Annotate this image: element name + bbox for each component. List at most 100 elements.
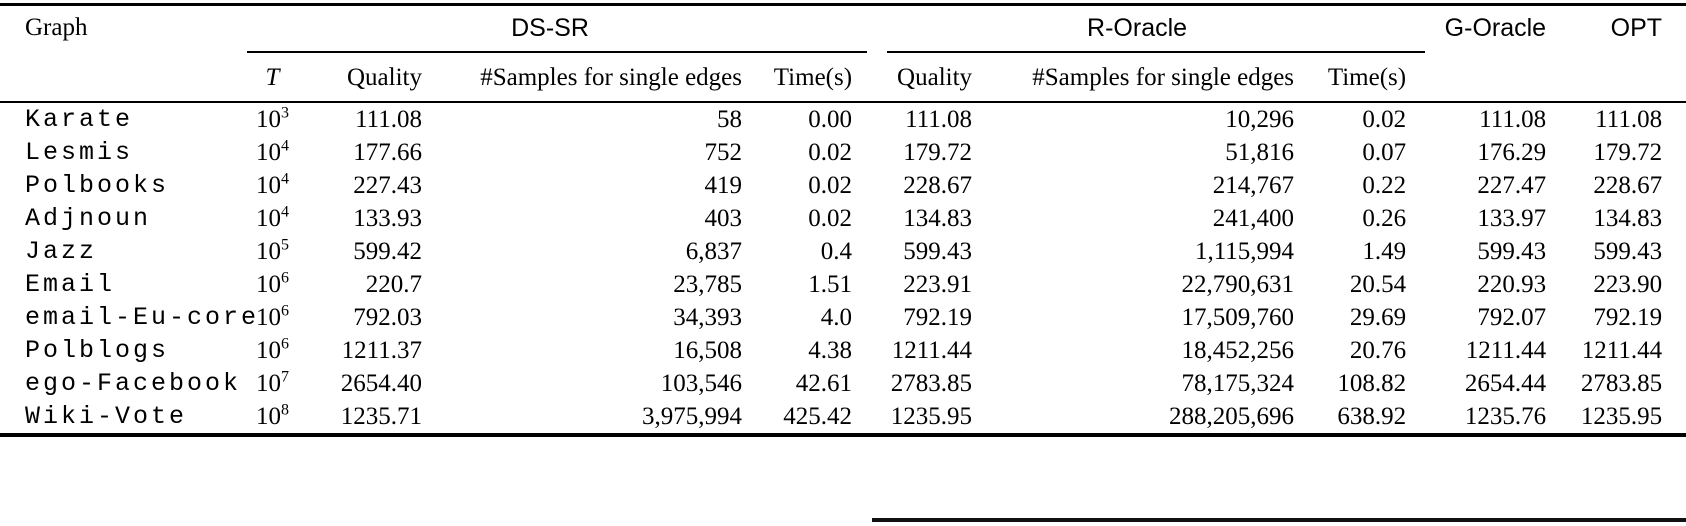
- t-budget-cell: 107: [240, 367, 305, 400]
- graph-name-cell: ego-Facebook: [25, 369, 242, 398]
- t-exponent: 6: [281, 269, 289, 287]
- ds-time-cell: 1.51: [808, 270, 853, 298]
- r-time-cell: 1.49: [1362, 237, 1407, 265]
- r-samples-cell: 78,175,324: [1181, 369, 1295, 397]
- r-time-cell: 0.26: [1362, 204, 1407, 232]
- r-samples-cell: 241,400: [1212, 204, 1295, 232]
- graph-name-cell: Karate: [25, 105, 134, 134]
- t-budget-cell: 105: [240, 235, 305, 268]
- ds-samples-cell: 3,975,994: [642, 402, 742, 430]
- col-header-opt: OPT: [1610, 13, 1663, 42]
- t-exponent: 7: [281, 368, 289, 386]
- r-time-cell: 638.92: [1337, 402, 1407, 430]
- t-base: 10: [256, 270, 281, 298]
- r-quality-cell: 2783.85: [890, 369, 973, 397]
- g-oracle-cell: 2654.44: [1464, 369, 1547, 397]
- t-base: 10: [256, 336, 281, 364]
- t-budget-cell: 108: [240, 400, 305, 435]
- graph-name-cell: Adjnoun: [25, 204, 152, 233]
- r-quality-cell: 792.19: [903, 303, 973, 331]
- opt-cell: 134.83: [1593, 204, 1663, 232]
- g-oracle-cell: 792.07: [1477, 303, 1547, 331]
- opt-cell: 792.19: [1593, 303, 1663, 331]
- cmidrule-row: [0, 50, 1686, 55]
- col-group-r-oracle: R-Oracle: [1087, 13, 1188, 42]
- t-exponent: 5: [281, 236, 289, 254]
- opt-cell: 1211.44: [1581, 336, 1663, 364]
- graph-name-cell: Polbooks: [25, 171, 170, 200]
- table-row: Adjnoun 104 133.93 403 0.02 134.83 241,4…: [0, 202, 1686, 235]
- t-exponent: 6: [281, 302, 289, 320]
- subheader-ds-time: Time(s): [750, 55, 861, 103]
- r-time-cell: 20.54: [1349, 270, 1407, 298]
- opt-cell: 2783.85: [1580, 369, 1663, 397]
- r-samples-cell: 22,790,631: [1181, 270, 1295, 298]
- ds-quality-cell: 792.03: [353, 303, 422, 331]
- col-header-graph: Graph: [25, 14, 88, 41]
- r-quality-cell: 1211.44: [891, 336, 973, 364]
- r-time-cell: 20.76: [1349, 336, 1407, 364]
- ds-time-cell: 0.00: [808, 105, 853, 133]
- ds-time-cell: 0.02: [808, 138, 853, 166]
- graph-name-cell: Wiki-Vote: [25, 402, 188, 431]
- table-row: Jazz 105 599.42 6,837 0.4 599.43 1,115,9…: [0, 235, 1686, 268]
- t-base: 10: [256, 204, 281, 232]
- g-oracle-cell: 1235.76: [1464, 402, 1547, 430]
- r-oracle-cmidrule: [887, 51, 1425, 53]
- t-base: 10: [256, 138, 281, 166]
- subheader-ds-quality: Quality: [305, 55, 430, 103]
- opt-cell: 179.72: [1593, 138, 1663, 166]
- subheader-empty-g-oracle: [1414, 55, 1555, 103]
- table-row: email-Eu-core 106 792.03 34,393 4.0 792.…: [0, 301, 1686, 334]
- t-budget-cell: 104: [240, 169, 305, 202]
- subheader-r-quality: Quality: [860, 55, 981, 103]
- t-base: 10: [256, 402, 281, 430]
- ds-quality-cell: 227.43: [353, 171, 422, 199]
- table-row: Wiki-Vote 108 1235.71 3,975,994 425.42 1…: [0, 400, 1686, 435]
- ds-quality-cell: 133.93: [353, 204, 422, 232]
- t-budget-cell: 106: [240, 268, 305, 301]
- t-exponent: 4: [281, 137, 289, 155]
- ds-quality-cell: 111.08: [355, 105, 422, 133]
- graph-name-cell: email-Eu-core: [25, 303, 260, 332]
- t-base: 10: [256, 105, 281, 133]
- t-base: 10: [256, 369, 281, 397]
- r-time-cell: 108.82: [1337, 369, 1407, 397]
- ds-time-cell: 0.02: [808, 204, 853, 232]
- t-exponent: 4: [281, 170, 289, 188]
- header-sub-row: T Quality #Samples for single edges Time…: [0, 55, 1686, 103]
- g-oracle-cell: 176.29: [1477, 138, 1547, 166]
- g-oracle-cell: 133.97: [1477, 204, 1547, 232]
- subheader-r-time: Time(s): [1302, 55, 1415, 103]
- table-row: Polblogs 106 1211.37 16,508 4.38 1211.44…: [0, 334, 1686, 367]
- ds-samples-cell: 16,508: [673, 336, 742, 364]
- ds-samples-cell: 103,546: [660, 369, 742, 397]
- opt-cell: 228.67: [1593, 171, 1663, 199]
- ds-time-cell: 425.42: [783, 402, 853, 430]
- cmidrule-container: [0, 50, 1686, 55]
- ds-samples-cell: 752: [704, 138, 743, 166]
- subheader-ds-samples: #Samples for single edges: [430, 55, 750, 103]
- r-quality-cell: 228.67: [903, 171, 973, 199]
- ds-samples-cell: 23,785: [673, 270, 742, 298]
- opt-cell: 111.08: [1595, 105, 1663, 133]
- t-budget-cell: 106: [240, 334, 305, 367]
- r-quality-cell: 134.83: [903, 204, 973, 232]
- subheader-r-samples: #Samples for single edges: [980, 55, 1303, 103]
- ds-samples-cell: 6,837: [685, 237, 742, 265]
- ds-sr-cmidrule: [247, 51, 867, 53]
- t-budget-cell: 104: [240, 136, 305, 169]
- graph-name-cell: Polblogs: [25, 336, 170, 365]
- r-samples-cell: 51,816: [1225, 138, 1295, 166]
- table-row: Polbooks 104 227.43 419 0.02 228.67 214,…: [0, 169, 1686, 202]
- opt-cell: 223.90: [1593, 270, 1663, 298]
- r-samples-cell: 18,452,256: [1181, 336, 1295, 364]
- t-exponent: 8: [281, 401, 289, 419]
- r-samples-cell: 1,115,994: [1194, 237, 1295, 265]
- r-time-cell: 0.02: [1362, 105, 1407, 133]
- r-samples-cell: 288,205,696: [1169, 402, 1295, 430]
- next-table-top-rule: [872, 518, 1686, 522]
- t-exponent: 4: [281, 203, 289, 221]
- ds-quality-cell: 177.66: [353, 138, 422, 166]
